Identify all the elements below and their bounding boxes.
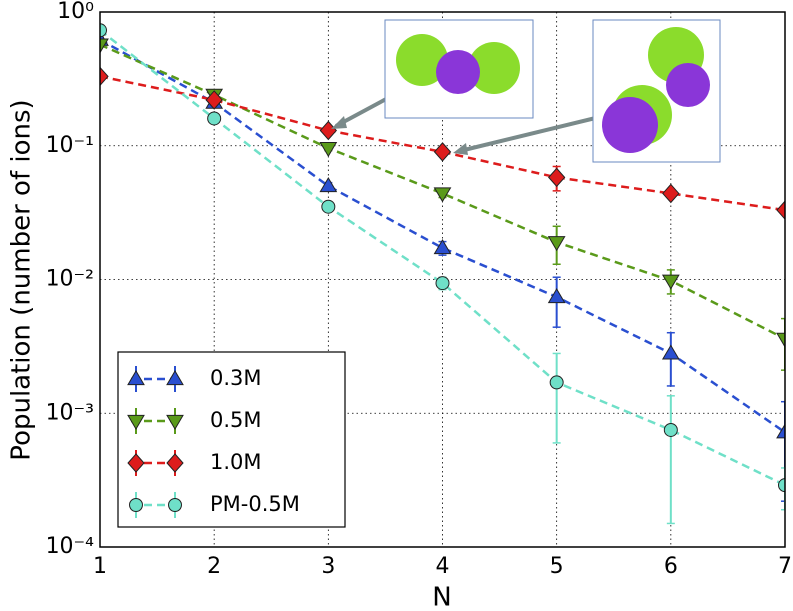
marker xyxy=(319,142,338,158)
marker xyxy=(319,177,338,193)
marker xyxy=(435,276,450,291)
x-tick-label: 6 xyxy=(664,554,678,579)
y-tick-label: 10⁻² xyxy=(46,267,94,292)
marker xyxy=(127,370,145,386)
marker xyxy=(433,187,452,203)
marker xyxy=(100,66,109,87)
marker xyxy=(433,142,452,162)
marker xyxy=(433,239,452,255)
marker xyxy=(168,498,182,512)
inset-left xyxy=(331,19,534,129)
marker xyxy=(100,38,109,54)
marker xyxy=(547,236,566,252)
y-tick-label: 10⁻¹ xyxy=(46,133,94,158)
y-tick-label: 10⁰ xyxy=(57,0,94,24)
legend-entry: 0.3M xyxy=(127,366,262,392)
inset-right xyxy=(453,19,721,163)
legend-label: 0.5M xyxy=(210,408,262,432)
legend-label: 1.0M xyxy=(210,450,262,474)
marker xyxy=(776,200,785,220)
x-tick-label: 3 xyxy=(321,554,335,579)
marker xyxy=(166,370,184,386)
legend-label: 0.3M xyxy=(210,366,262,390)
marker xyxy=(662,183,680,204)
y-axis-label: Population (number of ions) xyxy=(7,99,37,460)
marker xyxy=(127,453,145,473)
marker xyxy=(549,375,564,390)
legend-box xyxy=(117,351,346,528)
x-tick-label: 7 xyxy=(778,554,792,579)
x-axis-label: N xyxy=(432,583,451,611)
marker xyxy=(661,344,680,360)
marker xyxy=(547,288,566,304)
marker xyxy=(205,90,223,110)
marker xyxy=(321,199,336,214)
x-tick-label: 4 xyxy=(436,554,450,579)
marker xyxy=(207,111,222,126)
marker xyxy=(661,274,680,290)
marker xyxy=(129,498,143,512)
marker xyxy=(166,414,184,430)
marker xyxy=(776,332,785,348)
plot-frame xyxy=(99,11,786,548)
y-tick-label: 10⁻⁴ xyxy=(46,534,95,559)
x-tick-label: 5 xyxy=(550,554,564,579)
legend-label: PM-0.5M xyxy=(210,492,300,516)
x-tick-label: 2 xyxy=(207,554,221,579)
marker xyxy=(127,414,145,430)
legend-entry: 1.0M xyxy=(127,450,262,476)
marker xyxy=(166,453,184,473)
y-tick-label: 10⁻³ xyxy=(46,400,94,425)
legend-entry: 0.5M xyxy=(127,408,262,434)
legend-entry: PM-0.5M xyxy=(129,492,300,518)
marker xyxy=(663,422,678,437)
marker xyxy=(319,120,338,141)
marker xyxy=(100,23,107,38)
marker xyxy=(778,478,785,493)
marker xyxy=(776,423,785,439)
x-tick-label: 1 xyxy=(93,554,107,579)
marker xyxy=(547,167,566,188)
